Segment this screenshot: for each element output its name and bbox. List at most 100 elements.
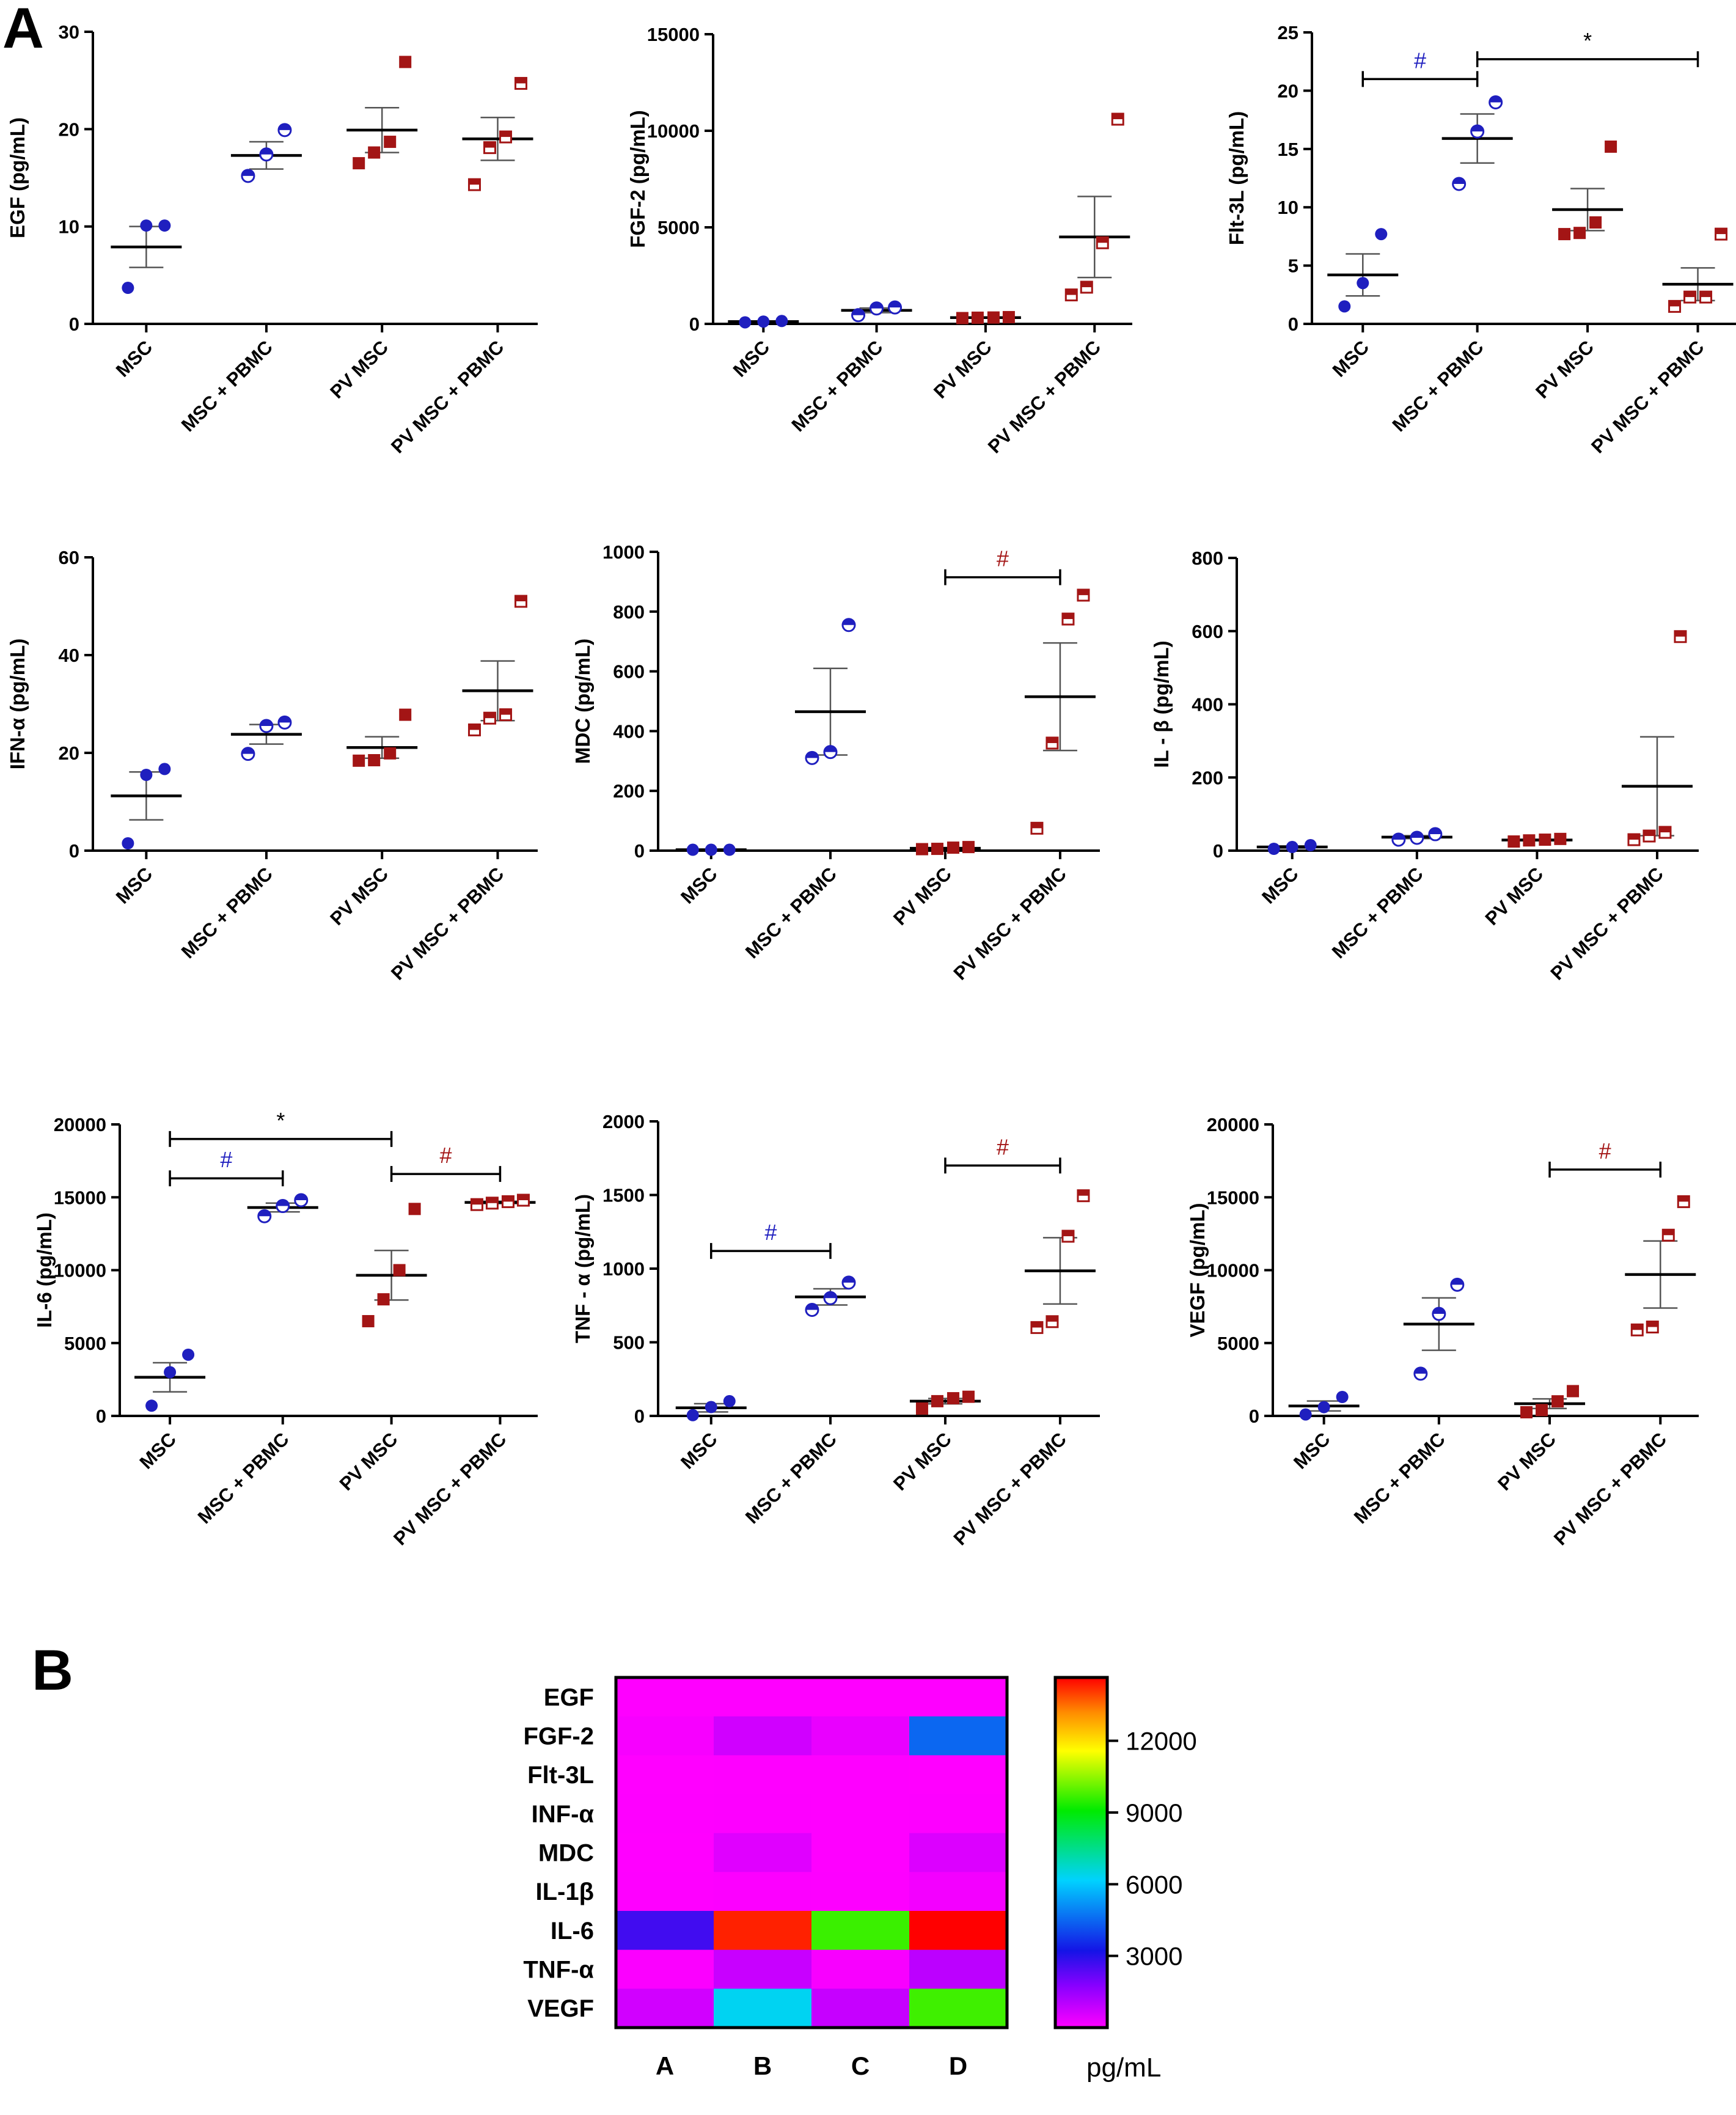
data-point (888, 300, 903, 315)
data-point (408, 1203, 421, 1215)
y-tick-label: 0 (634, 840, 645, 862)
series-pv-msc (1514, 1385, 1586, 1419)
x-tick-label: PV MSC (1531, 336, 1598, 403)
data-point (1605, 140, 1617, 153)
heatmap-cell (714, 1716, 812, 1756)
heatmap-cell (714, 1949, 812, 1989)
heatmap-column-label: C (851, 2051, 870, 2080)
point-fill (1429, 828, 1441, 835)
x-tick-label: MSC (112, 336, 156, 381)
chart-mdc: 0 200 400 600 800 1000 MDC (pg/mL) MSC MSC + PBM… (571, 541, 1100, 984)
heatmap-cell (616, 1677, 714, 1717)
data-point (377, 1293, 390, 1306)
x-tick-label: MSC (1258, 863, 1302, 907)
heatmap-cell (811, 1989, 910, 2028)
point-fill (278, 123, 291, 130)
heatmap-cell (909, 1989, 1008, 2028)
heatmap-cell (909, 1949, 1008, 1989)
x-tick-label: PV MSC + PBMC (1587, 336, 1708, 457)
x-tick-label: MSC (676, 863, 721, 907)
point-fill (1643, 830, 1655, 837)
data-point (483, 141, 496, 155)
data-point (1064, 288, 1078, 302)
y-tick-label: 0 (69, 313, 79, 335)
heatmap-cell (616, 1911, 714, 1951)
data-point (467, 178, 481, 191)
x-tick-label: PV MSC (889, 1428, 956, 1495)
x-tick-label: PV MSC + PBMC (1550, 1428, 1671, 1549)
heatmap-cell (616, 1989, 714, 2028)
point-fill (1471, 125, 1484, 132)
data-point (1391, 832, 1406, 847)
heatmap-cell (811, 1949, 910, 1989)
heatmap-cell (811, 1833, 910, 1872)
data-point (956, 312, 969, 324)
heatmap-cell (811, 1794, 910, 1834)
point-fill (1046, 1316, 1058, 1322)
x-tick-label: MSC (1328, 336, 1373, 381)
data-point (1299, 1408, 1312, 1421)
y-tick-label: 1000 (602, 1258, 645, 1280)
point-fill (518, 1195, 529, 1201)
point-fill (500, 131, 511, 137)
y-tick-label: 400 (1192, 694, 1223, 716)
y-tick-label: 15000 (647, 24, 700, 45)
data-point (1096, 236, 1109, 249)
series-pv-msc (356, 1203, 427, 1327)
x-tick-label: MSC + PBMC (741, 863, 841, 962)
y-tick-label: 30 (59, 21, 79, 43)
y-tick-label: 20000 (54, 1114, 106, 1135)
data-point (1536, 1404, 1548, 1417)
y-tick-label: 0 (96, 1406, 106, 1427)
y-tick-label: 0 (1249, 1406, 1259, 1427)
data-point (1539, 834, 1551, 846)
data-point (1061, 612, 1075, 626)
data-point (1661, 1228, 1675, 1242)
heatmap-cell (714, 1833, 812, 1872)
x-tick-label: MSC + PBMC (194, 1428, 293, 1528)
x-tick-label: MSC + PBMC (1388, 336, 1488, 436)
chart-fgf2: 0 5000 10000 15000 FGF-2 (pg/mL) MSC MSC + PBM… (626, 24, 1132, 458)
data-point (1489, 95, 1503, 109)
point-fill (1632, 1324, 1643, 1330)
x-tick-label: PV MSC + PBMC (389, 1428, 510, 1549)
data-point (368, 146, 381, 159)
series-msc-pbmc (841, 300, 912, 323)
series-msc-pbmc (247, 1193, 318, 1223)
heatmap-column-label: B (753, 2051, 772, 2080)
point-fill (500, 709, 511, 715)
data-point (277, 123, 292, 137)
data-point (1046, 736, 1059, 750)
point-fill (260, 148, 273, 155)
point-fill (1684, 291, 1696, 298)
y-tick-label: 500 (613, 1332, 645, 1354)
x-tick-label: MSC + PBMC (1328, 863, 1427, 962)
data-point (1267, 843, 1280, 856)
point-fill (241, 169, 254, 176)
data-point (1573, 227, 1586, 240)
heatmap-cell (811, 1755, 910, 1795)
point-fill (805, 1303, 818, 1310)
data-point (122, 282, 134, 295)
data-point (1077, 588, 1090, 602)
y-tick-label: 20 (59, 119, 79, 140)
series-pv-msc (1501, 832, 1573, 848)
x-tick-label: PV MSC (335, 1428, 402, 1495)
heatmap-cell (616, 1872, 714, 1912)
point-fill (824, 1292, 837, 1299)
series-pv-msc-pbmc (462, 595, 533, 736)
y-tick-label: 20 (1278, 80, 1298, 101)
data-point (1507, 835, 1520, 848)
data-point (182, 1348, 195, 1361)
data-point (915, 843, 928, 856)
significance-label: # (220, 1147, 232, 1172)
data-point (1470, 124, 1485, 139)
data-point (1520, 1406, 1533, 1419)
x-tick-label: MSC + PBMC (177, 336, 277, 436)
data-point (987, 311, 1000, 324)
data-point (470, 1198, 483, 1211)
point-fill (1700, 291, 1712, 298)
x-tick-label: PV MSC + PBMC (387, 336, 508, 457)
point-fill (1432, 1308, 1445, 1314)
data-point (1077, 1189, 1090, 1203)
